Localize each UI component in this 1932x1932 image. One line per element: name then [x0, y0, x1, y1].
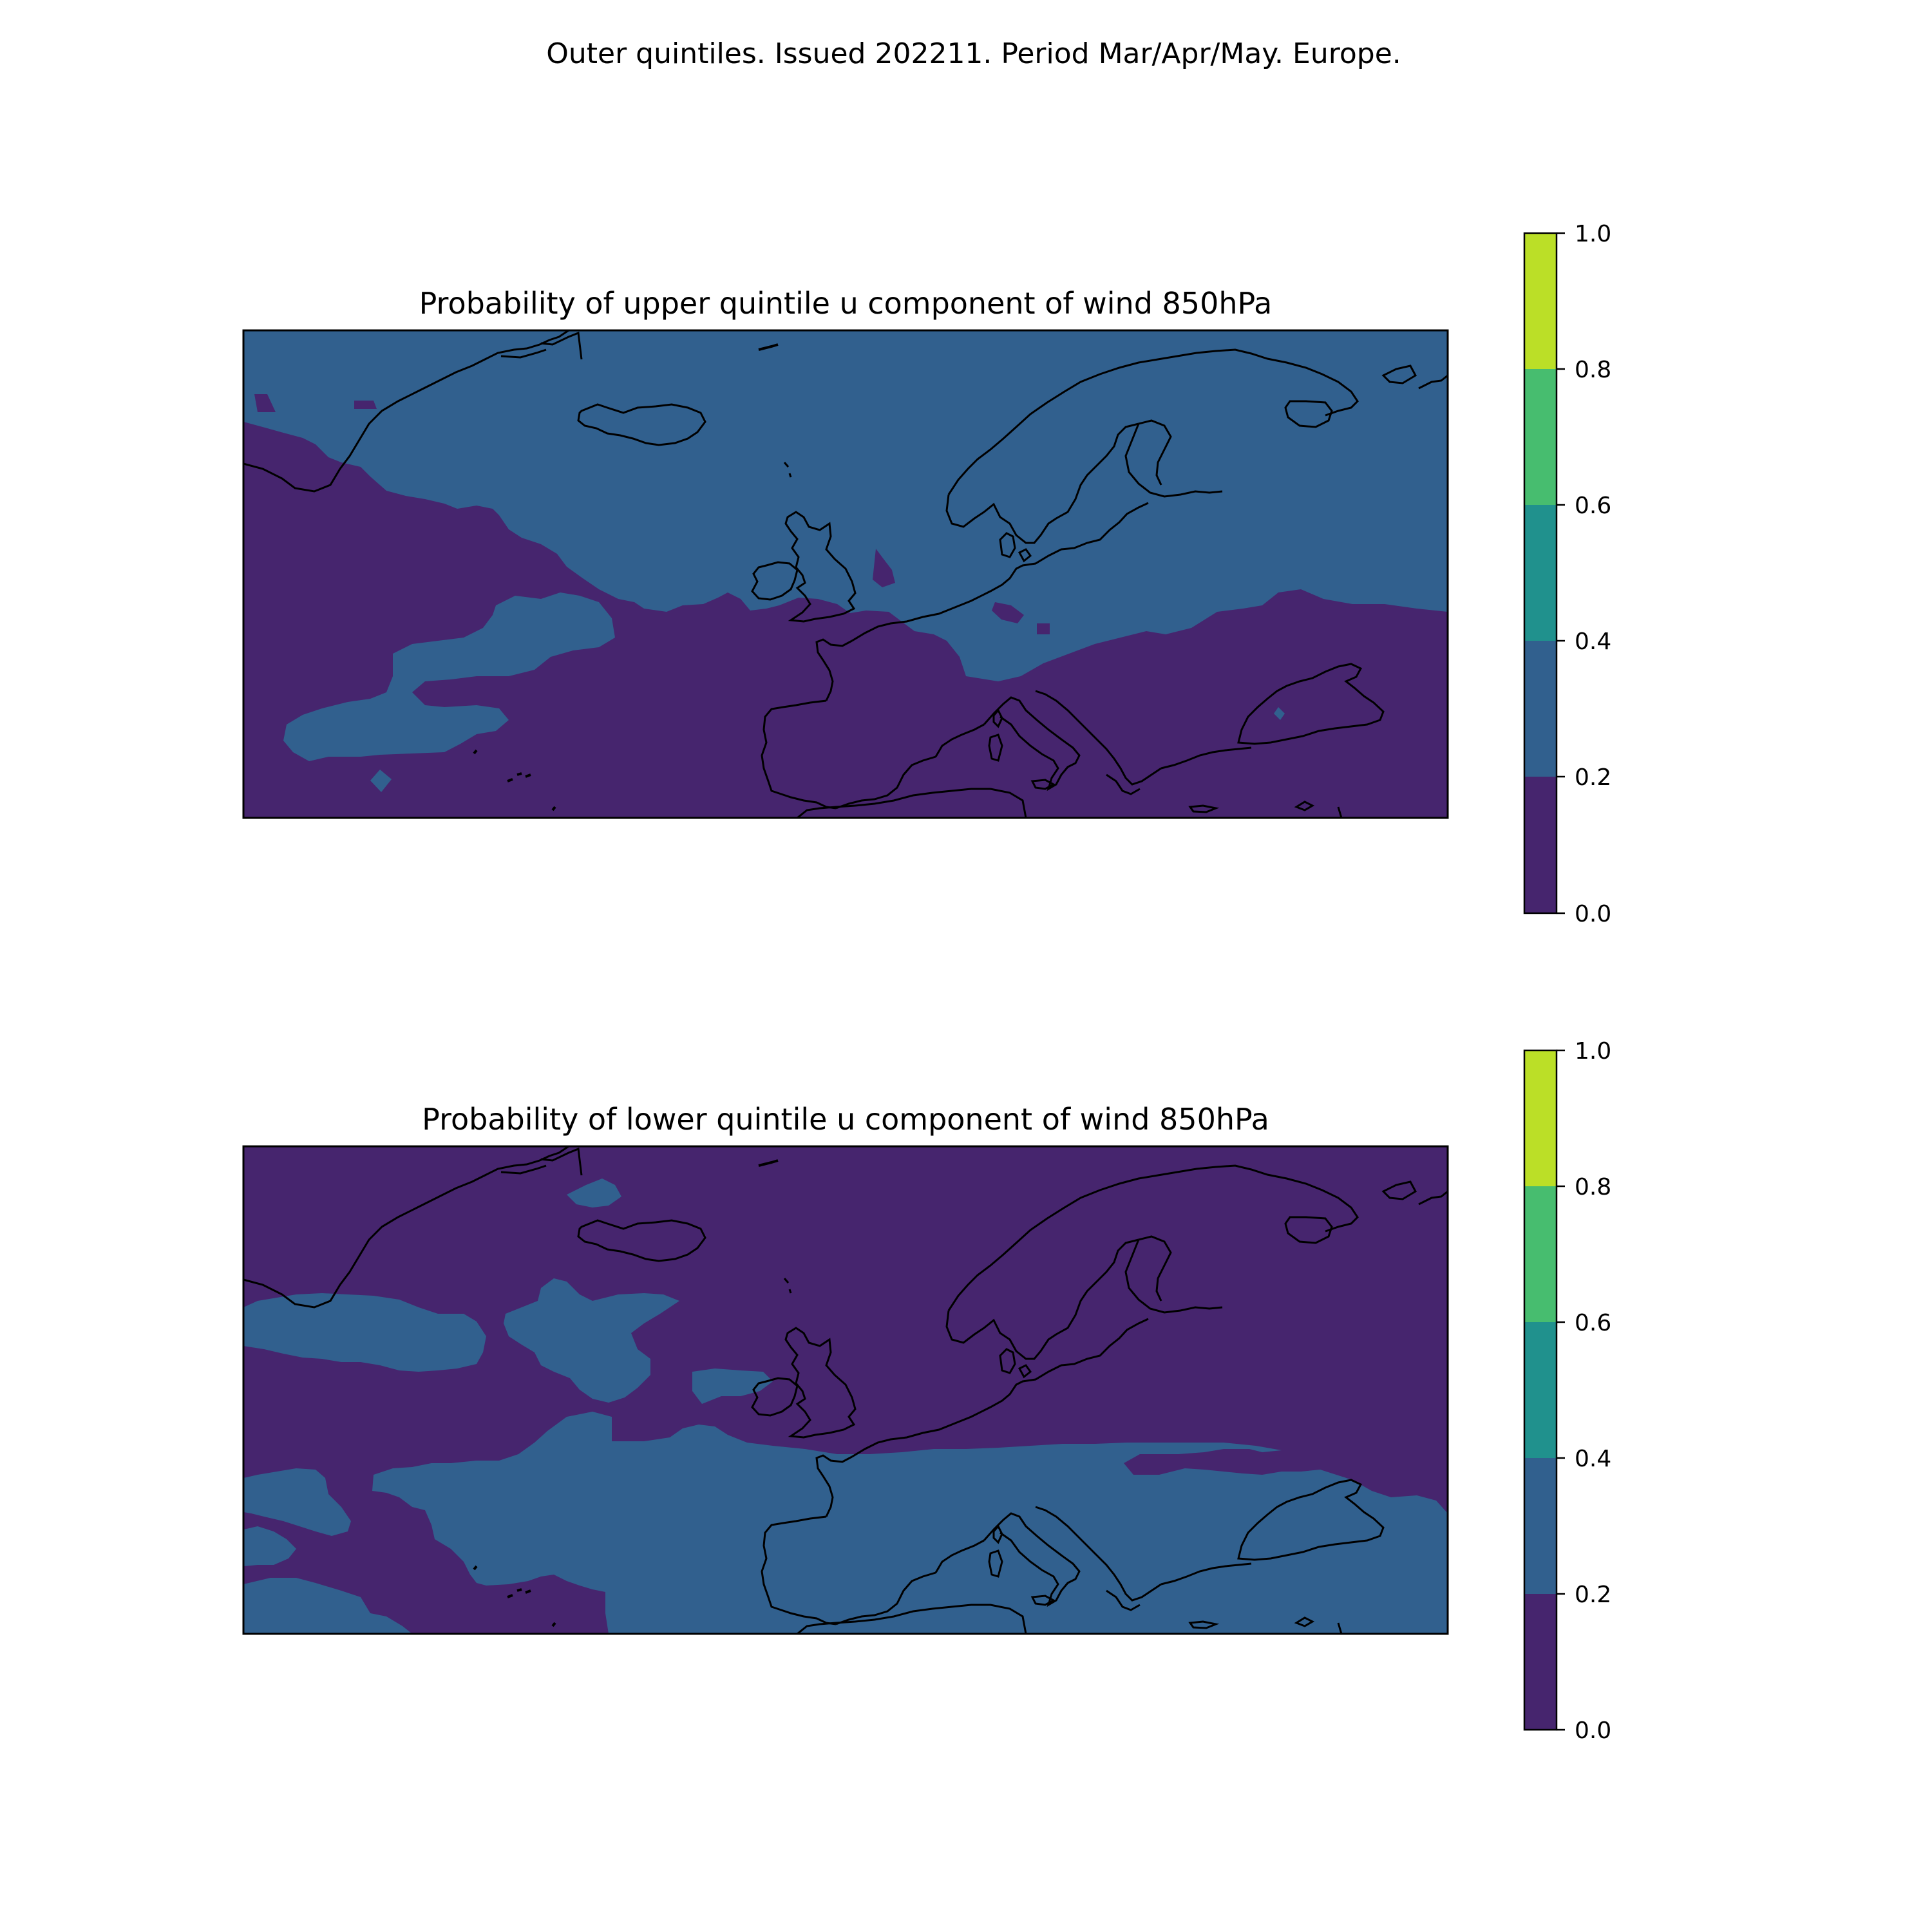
lower-colorbar-tick: 0.0 — [1575, 1718, 1611, 1744]
lower-fill-mid-iceland — [504, 1278, 679, 1403]
upper-colorbar-tick: 1.0 — [1575, 221, 1611, 247]
lower-fill-mid-atlantic — [243, 1293, 486, 1372]
figure-title: Outer quintiles. Issued 202211. Period M… — [546, 37, 1401, 70]
upper-fill-mid-speck — [370, 770, 392, 792]
upper-colorbar-2 — [1524, 505, 1557, 641]
lower-colorbar-tick: 0.4 — [1575, 1446, 1611, 1472]
upper-map — [243, 330, 1448, 818]
upper-panel: Probability of upper quintile u componen… — [242, 221, 1611, 927]
lower-colorbar-tick: 0.2 — [1575, 1582, 1611, 1608]
lower-colorbar-4 — [1524, 1050, 1557, 1186]
upper-colorbar-4 — [1524, 233, 1557, 369]
upper-colorbar-0 — [1524, 777, 1557, 913]
lower-fill-mid-west3 — [243, 1526, 296, 1566]
lower-colorbar-0 — [1524, 1594, 1557, 1730]
upper-colorbar: 0.0 0.2 0.4 0.6 0.8 1.0 — [1523, 221, 1611, 927]
upper-colorbar-tick: 0.4 — [1575, 629, 1611, 655]
lower-colorbar-tick: 0.6 — [1575, 1310, 1611, 1336]
lower-colorbar-tick: 0.8 — [1575, 1174, 1611, 1200]
upper-colorbar-1 — [1524, 641, 1557, 777]
upper-colorbar-tick: 0.0 — [1575, 901, 1611, 927]
lower-fill-mid-west — [243, 1578, 412, 1634]
upper-map-frame — [242, 329, 1449, 819]
lower-colorbar: 0.0 0.2 0.4 0.6 0.8 1.0 — [1523, 1038, 1611, 1744]
upper-colorbar-3 — [1524, 369, 1557, 505]
lower-colorbar-1 — [1524, 1458, 1557, 1594]
lower-panel: Probability of lower quintile u componen… — [242, 1038, 1611, 1744]
lower-colorbar-2 — [1524, 1322, 1557, 1458]
upper-colorbar-tick: 0.8 — [1575, 357, 1611, 383]
upper-fill-mid-north — [243, 330, 1448, 681]
lower-colorbar-tick: 1.0 — [1575, 1038, 1611, 1065]
lower-map — [243, 1146, 1448, 1634]
upper-panel-title: Probability of upper quintile u componen… — [419, 286, 1273, 321]
upper-colorbar-tick: 0.6 — [1575, 493, 1611, 519]
lower-colorbar-3 — [1524, 1186, 1557, 1322]
lower-fill-mid-west2 — [243, 1468, 351, 1536]
upper-colorbar-tick: 0.2 — [1575, 764, 1611, 791]
lower-map-frame — [242, 1145, 1449, 1635]
lower-panel-title: Probability of lower quintile u componen… — [422, 1102, 1269, 1137]
upper-fill-mid-atlantic — [283, 592, 615, 761]
lower-fill-mid-south — [372, 1412, 1448, 1634]
